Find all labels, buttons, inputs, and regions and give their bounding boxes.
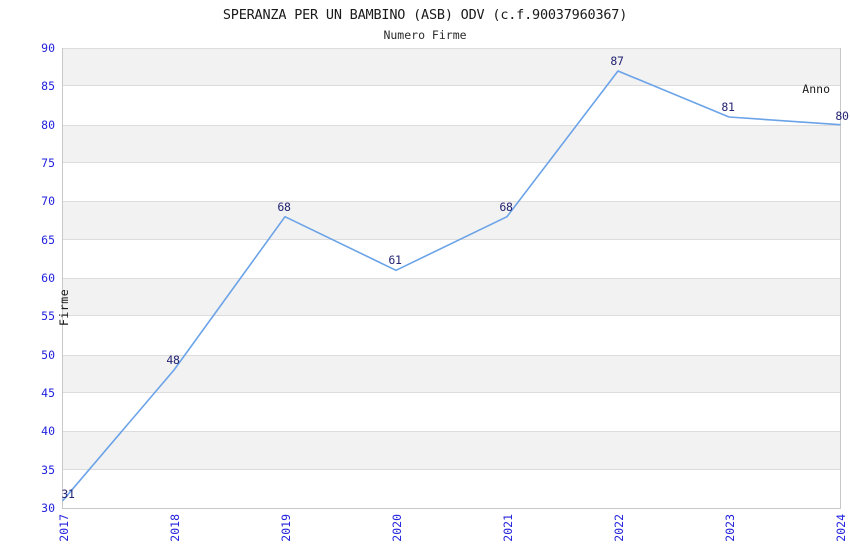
y-tick-label: 90 xyxy=(41,41,55,55)
y-tick-label: 55 xyxy=(41,309,55,324)
x-tick-label: 2022 xyxy=(612,514,626,542)
data-point-label: 48 xyxy=(166,353,180,367)
grid-band xyxy=(63,163,840,202)
data-point-label: 68 xyxy=(277,199,291,214)
x-tick-label: 2021 xyxy=(501,514,515,542)
x-tick-label: 2019 xyxy=(279,514,293,542)
grid-band xyxy=(63,431,840,470)
y-tick-label: 70 xyxy=(41,194,55,209)
grid-band xyxy=(63,316,840,355)
x-tick-label: 2017 xyxy=(57,514,71,542)
data-point-label: 80 xyxy=(835,108,849,123)
series-line-numero-firme xyxy=(62,70,841,502)
y-tick-label: 35 xyxy=(41,462,55,477)
x-tick-label: 2023 xyxy=(723,514,737,542)
x-tick-label: 2018 xyxy=(168,514,182,542)
chart-title: SPERANZA PER UN BAMBINO (ASB) ODV (c.f.9… xyxy=(222,7,628,23)
alternating-band-grid xyxy=(63,48,840,508)
y-tick-label: 80 xyxy=(41,117,55,132)
y-tick-label: 75 xyxy=(41,156,55,170)
y-tick-label: 45 xyxy=(41,386,55,400)
data-point-label: 87 xyxy=(610,54,624,68)
y-tick-label: 60 xyxy=(41,271,55,285)
grid-band xyxy=(63,48,840,87)
grid-band xyxy=(63,469,840,508)
data-point-label: 81 xyxy=(721,100,735,114)
grid-band xyxy=(63,86,840,125)
y-tick-label: 85 xyxy=(41,79,55,94)
grid-band xyxy=(63,239,840,278)
data-point-label: 31 xyxy=(61,487,75,502)
y-tick-label: 50 xyxy=(41,347,55,362)
plot-area: 31 48 68 61 68 87 81 80 30 35 40 45 50 55 60 65 70 75 80 8… xyxy=(41,41,849,542)
data-point-label: 61 xyxy=(388,253,402,268)
grid-band xyxy=(63,124,840,163)
y-tick-label: 65 xyxy=(41,232,55,247)
grid-band xyxy=(63,354,840,393)
y-axis-label: Firme xyxy=(57,288,71,326)
grid-band xyxy=(63,201,840,240)
x-tick-label: 2024 xyxy=(834,514,848,542)
grid-band xyxy=(63,393,840,432)
data-point-label: 68 xyxy=(499,199,513,214)
chart-subtitle: Numero Firme xyxy=(383,28,467,42)
grid-band xyxy=(63,278,840,317)
y-tick-label: 30 xyxy=(41,501,55,515)
x-tick-label: 2020 xyxy=(390,514,404,542)
x-axis-label: Anno xyxy=(802,82,830,96)
y-tick-label: 40 xyxy=(41,424,55,439)
